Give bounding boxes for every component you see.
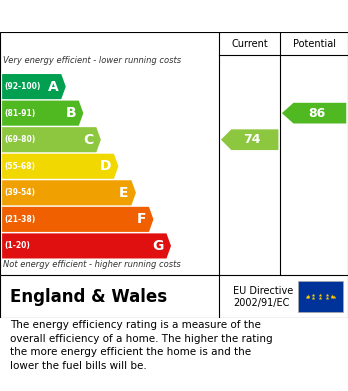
Text: (39-54): (39-54) bbox=[5, 188, 36, 197]
Text: Very energy efficient - lower running costs: Very energy efficient - lower running co… bbox=[3, 56, 181, 65]
Text: EU Directive: EU Directive bbox=[233, 286, 293, 296]
Polygon shape bbox=[2, 233, 171, 258]
Text: (92-100): (92-100) bbox=[5, 82, 41, 91]
Text: (81-91): (81-91) bbox=[5, 109, 36, 118]
Text: (55-68): (55-68) bbox=[5, 162, 36, 171]
Text: A: A bbox=[48, 80, 58, 93]
Text: F: F bbox=[137, 212, 146, 226]
Text: (1-20): (1-20) bbox=[5, 241, 31, 250]
Text: G: G bbox=[152, 239, 164, 253]
Text: C: C bbox=[83, 133, 94, 147]
Text: The energy efficiency rating is a measure of the
overall efficiency of a home. T: The energy efficiency rating is a measur… bbox=[10, 320, 273, 371]
Text: (69-80): (69-80) bbox=[5, 135, 36, 144]
Polygon shape bbox=[2, 100, 83, 126]
Text: Current: Current bbox=[231, 39, 268, 48]
Polygon shape bbox=[2, 207, 153, 232]
Bar bbox=[298, 282, 343, 312]
Text: (21-38): (21-38) bbox=[5, 215, 36, 224]
Text: 86: 86 bbox=[308, 107, 325, 120]
Polygon shape bbox=[221, 129, 278, 150]
Text: England & Wales: England & Wales bbox=[10, 287, 168, 305]
Text: B: B bbox=[65, 106, 76, 120]
Polygon shape bbox=[2, 154, 118, 179]
Polygon shape bbox=[2, 127, 101, 152]
Text: E: E bbox=[119, 186, 129, 200]
Polygon shape bbox=[282, 103, 346, 124]
Polygon shape bbox=[2, 74, 66, 99]
Text: Potential: Potential bbox=[293, 39, 335, 48]
Polygon shape bbox=[2, 180, 136, 205]
Text: Energy Efficiency Rating: Energy Efficiency Rating bbox=[10, 9, 213, 23]
Text: 2002/91/EC: 2002/91/EC bbox=[233, 298, 290, 308]
Text: D: D bbox=[100, 159, 111, 173]
Text: 74: 74 bbox=[243, 133, 261, 146]
Text: Not energy efficient - higher running costs: Not energy efficient - higher running co… bbox=[3, 260, 181, 269]
